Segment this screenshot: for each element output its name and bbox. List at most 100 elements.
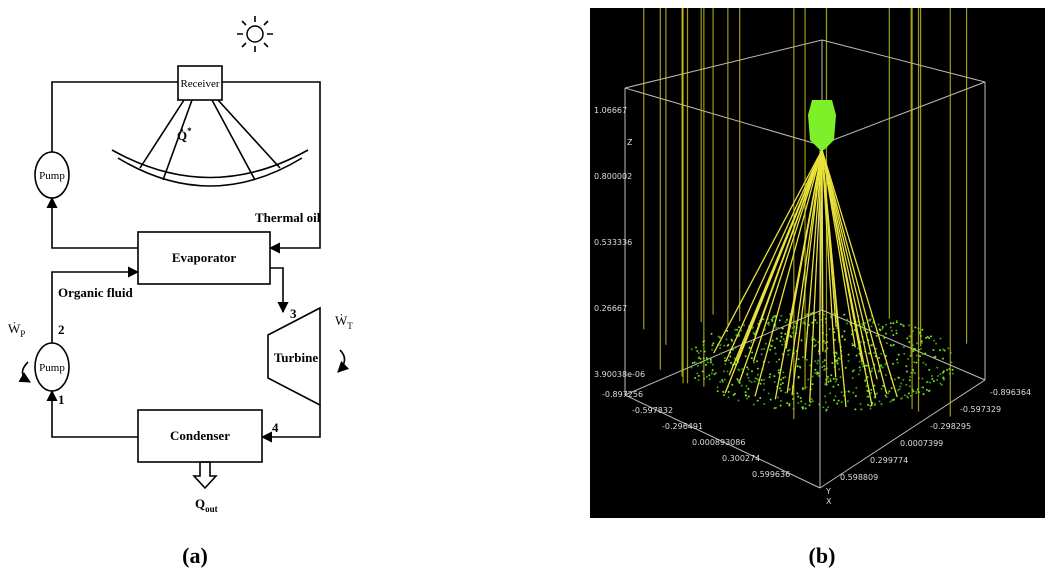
hit-point	[835, 381, 837, 383]
hit-point	[819, 361, 821, 363]
hit-point	[748, 396, 750, 398]
hit-point	[745, 391, 747, 393]
hit-point	[757, 368, 759, 370]
hit-point	[773, 375, 775, 377]
hit-point	[747, 373, 749, 375]
hit-point	[802, 387, 804, 389]
hit-point	[934, 356, 936, 358]
hit-point	[723, 370, 725, 372]
hit-point	[884, 363, 886, 365]
hit-point	[925, 364, 927, 366]
hit-point	[729, 356, 731, 358]
hit-point	[761, 353, 763, 355]
hit-point	[906, 371, 908, 373]
hit-point	[908, 392, 910, 394]
hit-point	[855, 387, 857, 389]
hit-point	[698, 379, 700, 381]
hit-point	[835, 352, 837, 354]
hit-point	[727, 345, 729, 347]
hit-point	[882, 328, 884, 330]
hit-point	[771, 345, 773, 347]
hit-point	[710, 361, 712, 363]
hit-point	[845, 367, 847, 369]
hit-point	[745, 355, 747, 357]
hit-point	[734, 347, 736, 349]
hit-point	[914, 326, 916, 328]
hit-point	[912, 390, 914, 392]
hit-point	[769, 373, 771, 375]
hit-point	[725, 339, 727, 341]
hit-point	[711, 344, 713, 346]
hit-point	[790, 336, 792, 338]
hit-point	[706, 376, 708, 378]
hit-point	[909, 385, 911, 387]
hit-point	[912, 350, 914, 352]
hit-point	[873, 352, 875, 354]
hit-point	[831, 362, 833, 364]
hit-point	[847, 400, 849, 402]
hit-point	[925, 337, 927, 339]
hit-point	[708, 374, 710, 376]
hit-point	[695, 347, 697, 349]
hit-point	[931, 375, 933, 377]
hit-point	[719, 353, 721, 355]
hit-point	[827, 381, 829, 383]
hit-point	[726, 371, 728, 373]
y-tick-label: -0.896364	[990, 388, 1031, 397]
hit-point	[798, 376, 800, 378]
hit-point	[939, 349, 941, 351]
hit-point	[885, 374, 887, 376]
hit-point	[861, 408, 863, 410]
hit-point	[855, 395, 857, 397]
hit-point	[696, 350, 698, 352]
hit-point	[857, 324, 859, 326]
hit-point	[751, 370, 753, 372]
hit-point	[774, 347, 776, 349]
hit-point	[900, 383, 902, 385]
hit-point	[763, 348, 765, 350]
hit-point	[843, 330, 845, 332]
hit-point	[836, 403, 838, 405]
hit-point	[712, 369, 714, 371]
hit-point	[922, 362, 924, 364]
hit-point	[697, 365, 699, 367]
hit-point	[785, 321, 787, 323]
hit-point	[866, 385, 868, 387]
hit-point	[782, 377, 784, 379]
hit-point	[691, 348, 693, 350]
hit-point	[928, 390, 930, 392]
hit-point	[750, 341, 752, 343]
sun	[237, 16, 273, 52]
hit-point	[809, 404, 811, 406]
hit-point	[782, 327, 784, 329]
hit-point	[694, 361, 696, 363]
hit-point	[931, 378, 933, 380]
hit-point	[900, 398, 902, 400]
hit-point	[905, 384, 907, 386]
pump-bottom-label: Pump	[39, 362, 65, 374]
hit-point	[913, 361, 915, 363]
hit-point	[782, 371, 784, 373]
hit-point	[876, 392, 878, 394]
pump-top-label: Pump	[39, 170, 65, 182]
hit-point	[816, 322, 818, 324]
ray-tracing-render: 3.90038e-060.266670.5333360.8000021.0666…	[590, 8, 1045, 518]
x-tick-label: 0.000893086	[692, 438, 745, 447]
hit-point	[775, 353, 777, 355]
hit-point	[841, 401, 843, 403]
hit-point	[833, 399, 835, 401]
hit-point	[891, 387, 893, 389]
hit-point	[710, 358, 712, 360]
hit-point	[779, 387, 781, 389]
hit-point	[932, 349, 934, 351]
hit-point	[779, 340, 781, 342]
hit-point	[724, 363, 726, 365]
hit-point	[823, 369, 825, 371]
x-tick-label: -0.296491	[662, 422, 703, 431]
hit-point	[914, 372, 916, 374]
hit-point	[711, 372, 713, 374]
hit-point	[815, 340, 817, 342]
hit-point	[814, 319, 816, 321]
hit-point	[753, 404, 755, 406]
hit-point	[902, 324, 904, 326]
